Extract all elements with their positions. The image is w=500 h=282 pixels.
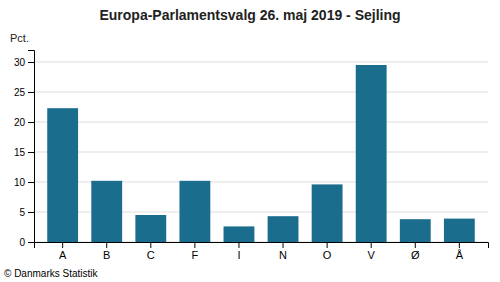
x-tick-mark	[238, 242, 239, 248]
y-tick: 20	[14, 117, 34, 128]
y-tick-mark	[28, 212, 34, 213]
x-tick-label: N	[279, 249, 287, 261]
y-tick-mark	[28, 182, 34, 183]
bar	[135, 215, 166, 242]
x-tick: N	[279, 242, 287, 261]
y-tick: 10	[14, 177, 34, 188]
grid-line	[34, 152, 488, 153]
chart: Europa-Parlamentsvalg 26. maj 2019 - Sej…	[0, 0, 500, 282]
x-tick-mark	[459, 242, 460, 248]
x-tick-label: Ø	[411, 249, 420, 261]
y-axis: 0 5 10 15 20 25 30	[14, 51, 35, 248]
bar	[91, 181, 122, 242]
y-axis-label: Pct.	[10, 32, 29, 44]
x-axis: ABCFINOVØÅ	[35, 242, 489, 261]
y-tick-label: 10	[14, 177, 26, 188]
y-tick: 15	[14, 147, 34, 158]
x-tick: Ø	[411, 242, 420, 261]
x-tick-mark	[327, 242, 328, 248]
x-tick-label: F	[192, 249, 199, 261]
x-tick: V	[368, 242, 376, 261]
grid-line	[34, 62, 488, 63]
x-tick-label: Å	[456, 249, 464, 261]
bar	[444, 219, 475, 242]
plot: 0 5 10 15 20 25 30 A B C F I N O V Ø Å	[14, 51, 489, 261]
x-tick: F	[192, 242, 199, 261]
x-tick-mark	[371, 242, 372, 248]
y-tick-mark	[28, 62, 34, 63]
x-tick: Å	[456, 242, 464, 261]
x-tick-mark	[415, 242, 416, 248]
x-tick-label: A	[59, 249, 67, 261]
x-tick-label: V	[368, 249, 376, 261]
bar	[47, 108, 78, 242]
y-tick-mark	[28, 92, 34, 93]
bars	[47, 65, 475, 242]
y-axis-line	[28, 51, 35, 243]
y-tick-mark	[28, 242, 34, 243]
x-tick-mark	[106, 242, 107, 248]
x-axis-line	[35, 243, 489, 249]
bar	[224, 226, 255, 242]
y-tick-label: 30	[14, 57, 26, 68]
x-tick-label: C	[147, 249, 155, 261]
y-tick: 30	[14, 57, 34, 68]
bar	[312, 184, 343, 242]
x-tick: I	[237, 242, 240, 261]
bar	[400, 219, 431, 242]
x-tick: C	[147, 242, 155, 261]
y-tick-mark	[28, 122, 34, 123]
footer: © Danmarks Statistik	[4, 268, 99, 279]
x-tick-label: O	[323, 249, 332, 261]
x-tick: A	[59, 242, 67, 261]
title: Europa-Parlamentsvalg 26. maj 2019 - Sej…	[99, 7, 400, 23]
x-tick-mark	[62, 242, 63, 248]
grid-line	[34, 92, 488, 93]
y-tick-label: 15	[14, 147, 26, 158]
y-tick-label: 0	[19, 237, 25, 248]
y-tick-mark	[28, 152, 34, 153]
y-tick-label: 5	[19, 207, 25, 218]
bar	[356, 65, 387, 242]
x-tick: B	[103, 242, 110, 261]
grid	[34, 62, 488, 242]
bar	[268, 216, 299, 242]
grid-line	[34, 122, 488, 123]
y-tick-label: 25	[14, 87, 26, 98]
y-tick: 25	[14, 87, 34, 98]
y-tick: 5	[19, 207, 34, 218]
y-tick: 0	[19, 237, 34, 248]
x-tick-mark	[150, 242, 151, 248]
x-tick-mark	[283, 242, 284, 248]
bar	[179, 181, 210, 242]
y-tick-label: 20	[14, 117, 26, 128]
x-tick-mark	[194, 242, 195, 248]
x-tick-label: B	[103, 249, 110, 261]
x-tick: O	[323, 242, 332, 261]
x-tick-label: I	[237, 249, 240, 261]
